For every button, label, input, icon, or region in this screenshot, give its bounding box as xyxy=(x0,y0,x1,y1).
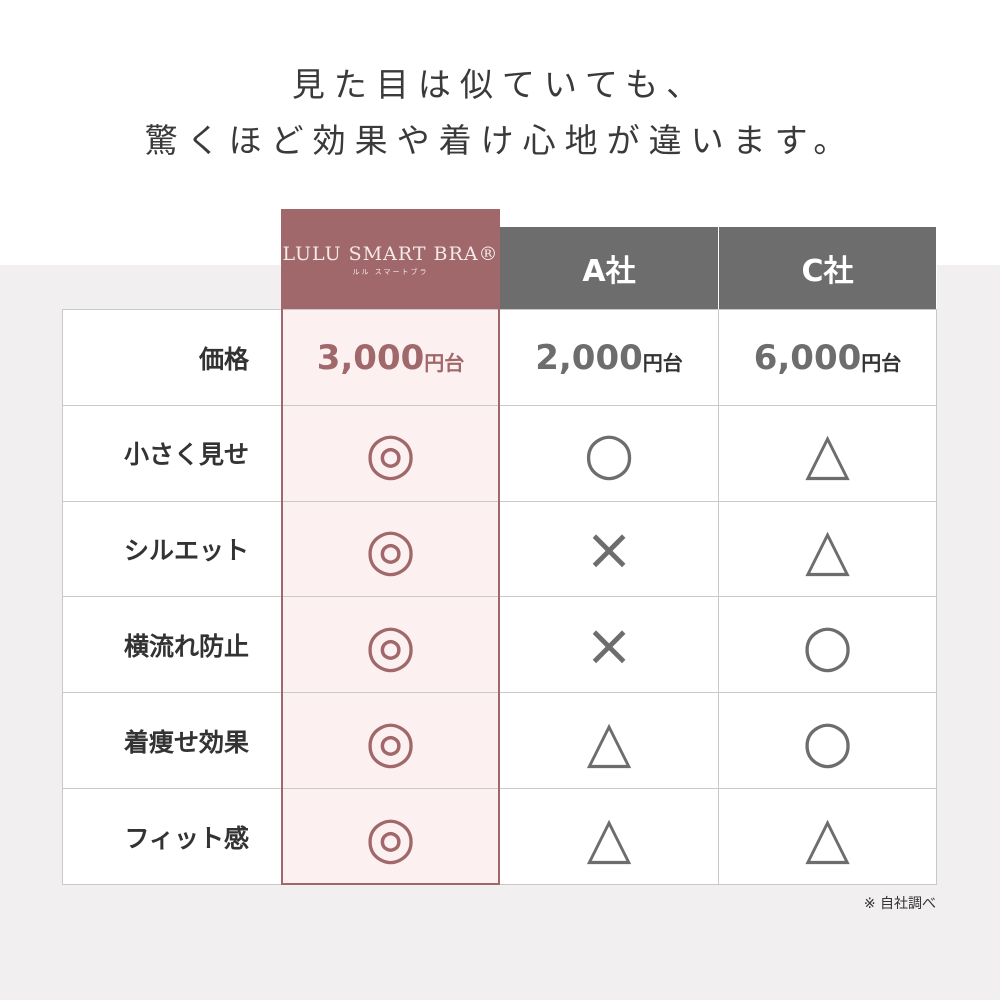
price-unit: 円台 xyxy=(424,351,465,375)
rating-cell: △ xyxy=(718,404,937,502)
rating-cell: ○ xyxy=(718,692,937,790)
row-label: 着痩せ効果 xyxy=(62,692,282,790)
rating-symbol: ◎ xyxy=(365,802,416,871)
headline-line: 見た目は似ていても、 xyxy=(291,65,709,104)
brand-logo-sub: ルル スマートブラ xyxy=(352,267,429,276)
rating-cell: △ xyxy=(718,788,937,885)
row-label: 横流れ防止 xyxy=(62,596,282,694)
rating-symbol: ◎ xyxy=(365,706,416,775)
rating-cell: × xyxy=(499,596,719,694)
rating-cell: ○ xyxy=(718,596,937,694)
rating-symbol: △ xyxy=(805,419,850,488)
company-header: A社 xyxy=(499,226,719,310)
row-label: 価格 xyxy=(62,309,282,406)
rating-cell: △ xyxy=(718,500,937,598)
price-amount: 2,000 xyxy=(535,337,643,378)
price-cell: 6,000 円台 xyxy=(718,309,937,406)
rating-symbol: △ xyxy=(805,802,850,871)
row-label: シルエット xyxy=(62,500,282,598)
price-amount: 6,000 xyxy=(753,337,862,378)
rating-symbol: ○ xyxy=(802,610,853,679)
rating-symbol: × xyxy=(584,610,634,679)
headline-line: 驚くほど効果や着け心地が違います。 xyxy=(144,121,856,160)
rating-symbol: △ xyxy=(586,706,632,775)
brand-logo: LULU SMART BRA® xyxy=(282,242,499,265)
row-label: フィット感 xyxy=(62,788,282,885)
rating-cell: ◎ xyxy=(281,404,500,502)
rating-cell: ○ xyxy=(499,404,719,502)
rating-symbol: × xyxy=(584,515,634,584)
footnote: ※ 自社調べ xyxy=(863,896,936,912)
price-cell: 3,000 円台 xyxy=(281,309,500,406)
row-label: 小さく見せ xyxy=(62,404,282,502)
price-amount: 3,000 xyxy=(316,337,425,378)
rating-cell: ◎ xyxy=(281,692,500,790)
rating-cell: ◎ xyxy=(281,788,500,885)
rating-cell: ◎ xyxy=(281,596,500,694)
brand-header: LULU SMART BRA® ルル スマートブラ xyxy=(281,209,500,310)
rating-cell: × xyxy=(499,500,719,598)
rating-symbol: △ xyxy=(805,515,850,584)
rating-symbol: ◎ xyxy=(365,419,416,488)
price-unit: 円台 xyxy=(642,351,683,375)
rating-cell: ◎ xyxy=(281,500,500,598)
rating-cell: △ xyxy=(499,788,719,885)
price-unit: 円台 xyxy=(861,351,902,375)
rating-symbol: ◎ xyxy=(365,515,416,584)
rating-symbol: ○ xyxy=(583,419,635,488)
rating-symbol: △ xyxy=(586,802,632,871)
rating-symbol: ○ xyxy=(802,706,853,775)
price-cell: 2,000 円台 xyxy=(499,309,719,406)
rating-symbol: ◎ xyxy=(365,610,416,679)
company-header: C社 xyxy=(718,226,937,310)
rating-cell: △ xyxy=(499,692,719,790)
